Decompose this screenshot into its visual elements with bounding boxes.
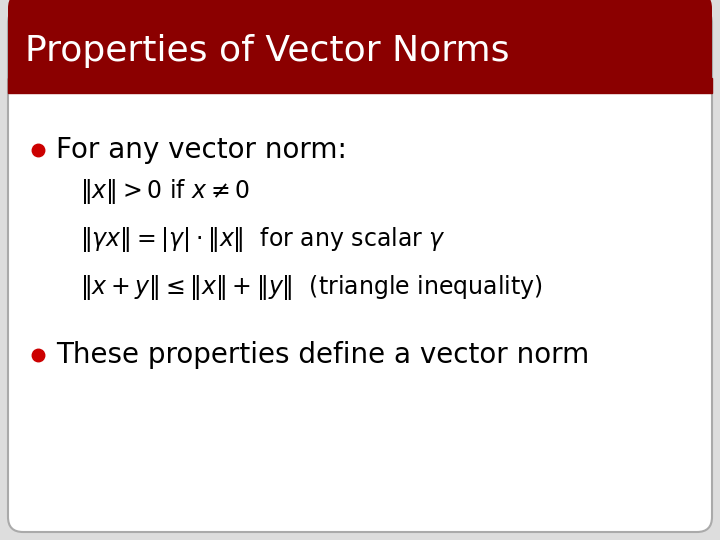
Text: Properties of Vector Norms: Properties of Vector Norms [25, 33, 510, 68]
Text: $\|x\| > 0$ if $x \neq 0$: $\|x\| > 0$ if $x \neq 0$ [80, 178, 250, 206]
Text: These properties define a vector norm: These properties define a vector norm [56, 341, 589, 369]
FancyBboxPatch shape [8, 0, 712, 93]
Bar [8, 78, 712, 93]
Text: $\|\gamma x\| = |\gamma| \cdot \|x\|$  for any scalar $\gamma$: $\|\gamma x\| = |\gamma| \cdot \|x\|$ fo… [80, 226, 446, 254]
Text: For any vector norm:: For any vector norm: [56, 136, 347, 164]
FancyBboxPatch shape [8, 8, 712, 532]
Text: $\|x + y\| \leq \|x\| + \|y\|$  (triangle inequality): $\|x + y\| \leq \|x\| + \|y\|$ (triangle… [80, 273, 543, 302]
